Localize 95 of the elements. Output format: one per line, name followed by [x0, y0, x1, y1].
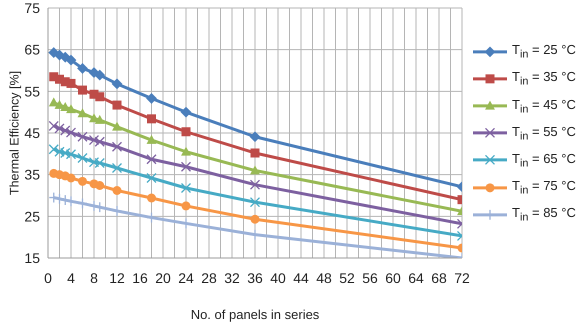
point — [60, 148, 70, 158]
point — [88, 157, 100, 168]
x-tick-label: 40 — [270, 270, 286, 286]
x-tick-label: 68 — [431, 270, 447, 286]
point — [77, 152, 88, 164]
point — [112, 186, 122, 195]
point — [146, 172, 157, 184]
point — [78, 108, 88, 118]
point — [66, 54, 76, 66]
point — [147, 194, 156, 202]
x-tick-label: 60 — [385, 270, 401, 286]
y-tick-label: 65 — [24, 42, 40, 58]
point — [250, 148, 260, 158]
x-tick-label: 56 — [362, 270, 378, 286]
point — [66, 196, 76, 207]
point — [66, 149, 76, 160]
point — [77, 198, 88, 210]
x-tick-label: 44 — [293, 270, 309, 286]
legend-label: T$_{in}$ = 25 °C — [512, 42, 576, 61]
point — [48, 192, 59, 204]
point — [54, 193, 65, 204]
point — [112, 205, 122, 217]
point — [94, 114, 105, 124]
point — [94, 136, 105, 147]
point — [77, 63, 88, 74]
x-tick-label: 64 — [408, 270, 424, 286]
x-tick-label: 72 — [454, 270, 470, 286]
point — [48, 144, 59, 154]
x-tick-label: 20 — [155, 270, 171, 286]
point — [48, 120, 59, 132]
y-tick-label: 75 — [24, 0, 40, 16]
legend-label: T$_{in}$ = 45 °C — [512, 96, 576, 116]
point — [182, 201, 190, 210]
point — [112, 100, 122, 110]
point — [95, 92, 104, 102]
point — [180, 182, 192, 194]
x-tick-label: 12 — [109, 270, 125, 286]
x-tick-label: 0 — [44, 270, 52, 286]
point — [60, 194, 70, 206]
point — [66, 174, 76, 182]
point — [94, 158, 105, 168]
point — [54, 123, 65, 134]
legend-label: T$_{in}$ = 75 °C — [512, 178, 576, 197]
x-tick-label: 8 — [90, 270, 98, 286]
point — [66, 104, 76, 114]
point — [180, 218, 192, 230]
point — [54, 146, 65, 157]
y-tick-label: 25 — [24, 208, 40, 224]
point — [182, 127, 190, 136]
point — [78, 86, 87, 95]
legend-label: T$_{in}$ = 35 °C — [512, 69, 576, 88]
point — [112, 162, 122, 174]
point — [94, 70, 106, 80]
point — [146, 134, 156, 144]
point — [66, 78, 76, 88]
x-tick-label: 52 — [339, 270, 355, 286]
point — [146, 93, 157, 104]
point — [77, 132, 88, 142]
point — [88, 134, 100, 146]
legend-label: T$_{in}$ = 65 °C — [512, 150, 576, 170]
y-axis-title: Thermal Efficiency [%] — [7, 70, 22, 196]
point — [180, 106, 192, 118]
point — [78, 176, 87, 186]
y-tick-label: 35 — [24, 166, 40, 183]
x-tick-label: 32 — [224, 270, 240, 286]
x-tick-label: 24 — [178, 270, 194, 286]
point — [95, 181, 104, 190]
point — [250, 180, 260, 190]
point — [146, 154, 157, 164]
legend-label: T$_{in}$ = 85 °C — [512, 205, 576, 224]
y-tick-label: 55 — [24, 83, 40, 100]
x-tick-label: 16 — [132, 270, 148, 286]
point — [94, 202, 105, 213]
point — [60, 125, 70, 136]
x-tick-label: 36 — [247, 270, 263, 286]
x-tick-label: 28 — [201, 270, 217, 286]
point — [112, 122, 122, 131]
x-tick-label: 4 — [67, 270, 76, 286]
point — [147, 114, 156, 124]
y-tick-label: 45 — [24, 124, 40, 141]
legend-label: T$_{in}$ = 55 °C — [512, 124, 576, 142]
point — [250, 197, 260, 208]
x-axis-title: No. of panels in series — [190, 307, 320, 322]
point — [112, 142, 122, 152]
point — [88, 200, 100, 212]
y-tick-label: 15 — [24, 250, 40, 266]
point — [250, 214, 260, 224]
point — [146, 212, 157, 224]
point — [112, 78, 122, 90]
point — [180, 162, 192, 172]
point — [66, 127, 76, 138]
point — [181, 146, 191, 156]
x-tick-label: 48 — [316, 270, 332, 286]
point — [250, 165, 260, 174]
point — [250, 131, 260, 142]
